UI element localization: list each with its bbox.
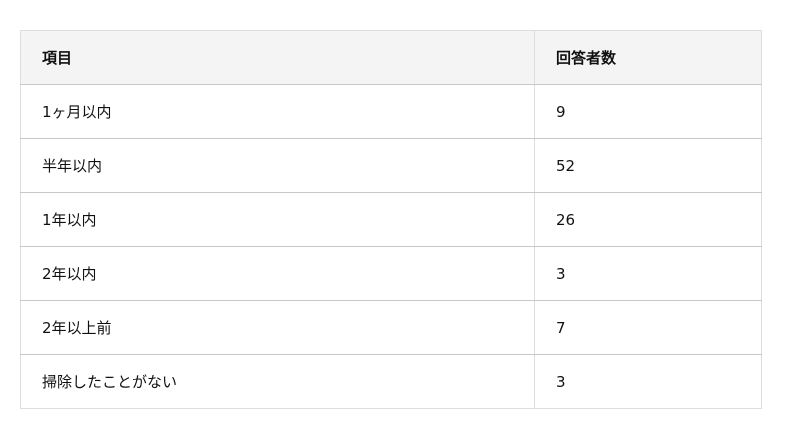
- cell-item: 1年以内: [20, 192, 535, 247]
- table-row: 掃除したことがない 3: [20, 354, 762, 409]
- cell-count: 52: [534, 138, 762, 193]
- cell-count: 9: [534, 84, 762, 139]
- cell-count: 3: [534, 354, 762, 409]
- column-header-item: 項目: [20, 30, 535, 85]
- table-row: 半年以内 52: [20, 138, 762, 193]
- cell-item: 掃除したことがない: [20, 354, 535, 409]
- cell-count: 7: [534, 300, 762, 355]
- table-row: 2年以内 3: [20, 246, 762, 301]
- cell-item: 2年以上前: [20, 300, 535, 355]
- cell-count: 26: [534, 192, 762, 247]
- survey-table: 項目 回答者数 1ヶ月以内 9 半年以内 52 1年以内 26 2年以内 3 2年以上前…: [20, 30, 762, 409]
- table-row: 2年以上前 7: [20, 300, 762, 355]
- table-header-row: 項目 回答者数: [20, 30, 762, 85]
- cell-item: 1ヶ月以内: [20, 84, 535, 139]
- column-header-count: 回答者数: [534, 30, 762, 85]
- table-row: 1ヶ月以内 9: [20, 84, 762, 139]
- cell-item: 半年以内: [20, 138, 535, 193]
- cell-count: 3: [534, 246, 762, 301]
- table-row: 1年以内 26: [20, 192, 762, 247]
- cell-item: 2年以内: [20, 246, 535, 301]
